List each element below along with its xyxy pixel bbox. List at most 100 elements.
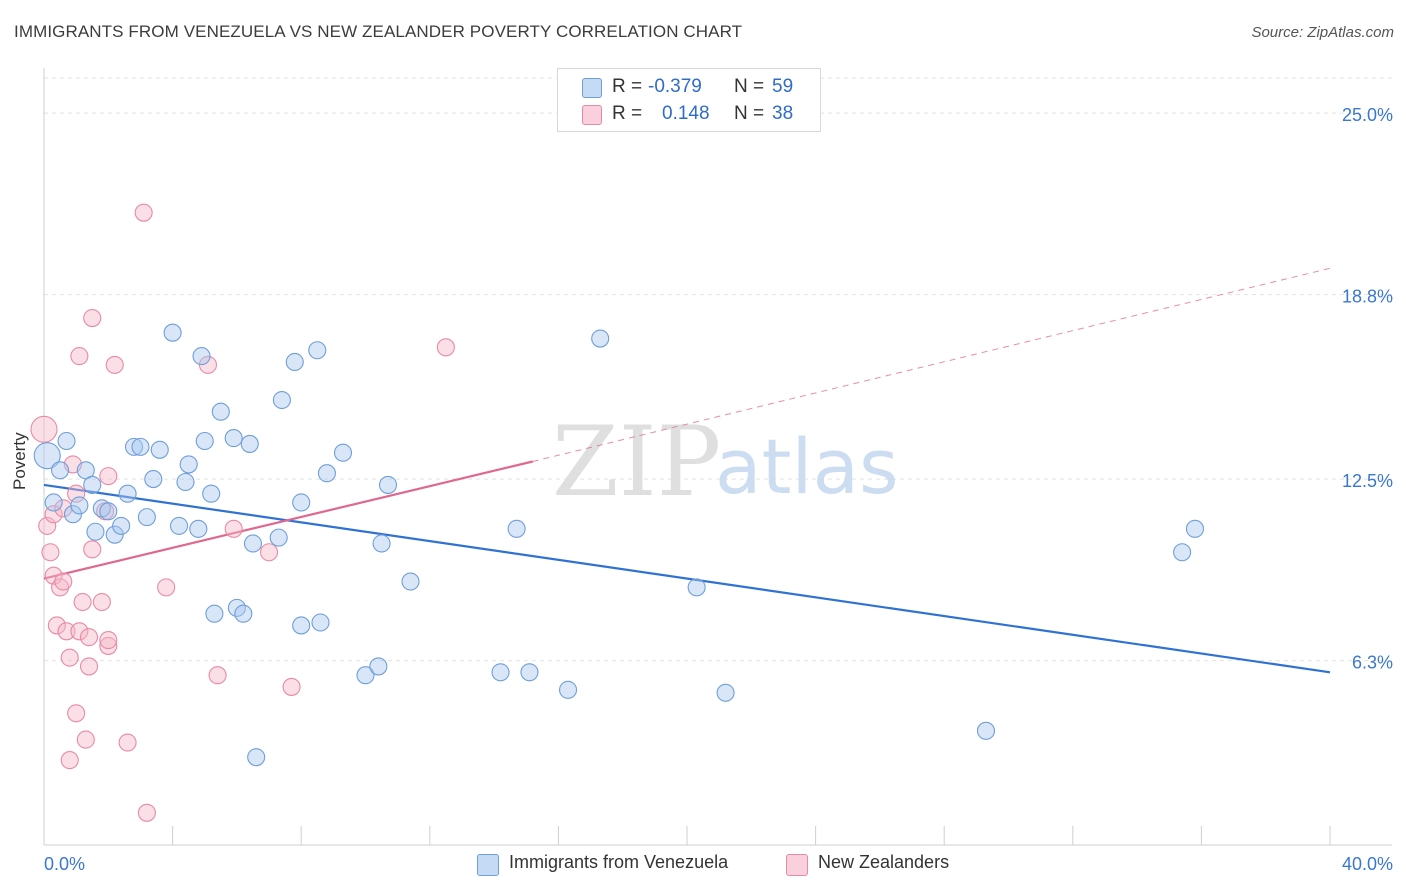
newzealanders-point [79, 628, 99, 647]
n-value: 59 [772, 76, 794, 97]
venezuela-point [195, 431, 214, 451]
y-tick-label: 12.5% [1342, 471, 1393, 491]
venezuela-point [976, 721, 996, 740]
newzealanders-point [99, 636, 118, 655]
gridlines [44, 77, 1392, 662]
newzealanders-point [83, 309, 102, 328]
venezuela-point [44, 493, 63, 512]
newzealanders-swatch [582, 105, 602, 125]
venezuela-point [491, 663, 510, 682]
venezuela-point [292, 493, 311, 512]
n-label: N = [734, 103, 765, 124]
r-label: R = [612, 103, 643, 124]
venezuela-point [224, 429, 243, 448]
venezuela-point [112, 516, 131, 535]
newzealanders-point [70, 622, 89, 641]
n-label: N = [734, 76, 765, 97]
n-value: 38 [772, 103, 794, 124]
venezuela-point [240, 434, 259, 453]
newzealanders-point [67, 704, 86, 723]
newzealanders-point [70, 347, 89, 366]
venezuela-point [211, 402, 230, 421]
venezuela-point [33, 442, 61, 470]
venezuela-point [1173, 543, 1192, 562]
legend-swatch-venezuela [477, 854, 499, 876]
venezuela-point [401, 572, 420, 591]
chart-title: IMMIGRANTS FROM VENEZUELA VS NEW ZEALAND… [14, 22, 743, 41]
venezuela-point [285, 352, 304, 372]
tick-labels: 6.3% 12.5% 18.8% 25.0% 0.0% 40.0% [44, 105, 1393, 874]
venezuela-point [272, 390, 291, 410]
venezuela-point [118, 484, 137, 503]
venezuela-point [192, 347, 211, 366]
venezuela-point [83, 475, 102, 494]
venezuela-point [333, 443, 353, 462]
newzealanders-point [30, 415, 58, 443]
newzealanders-point [57, 622, 76, 641]
source-label: Source: ZipAtlas.com [1251, 24, 1394, 41]
venezuela-point [176, 472, 195, 492]
newzealanders-point [259, 543, 279, 562]
legend-label-venezuela: Immigrants from Venezuela [509, 852, 729, 872]
venezuela-point [234, 604, 253, 623]
venezuela-point [243, 534, 263, 553]
venezuela-point [189, 519, 208, 538]
venezuela-point [70, 496, 89, 515]
venezuela-point [372, 534, 391, 553]
r-value: -0.379 [648, 76, 702, 97]
venezuela-point [57, 431, 76, 451]
venezuela-point [292, 616, 311, 635]
stats-legend: R = -0.379 N = 59 R = 0.148 N = 38 [557, 68, 821, 132]
venezuela-point [247, 748, 266, 767]
trend-line-newzealanders [43, 460, 533, 580]
newzealanders-point [105, 355, 124, 374]
newzealanders-point [51, 578, 70, 597]
venezuela-point [591, 329, 610, 348]
venezuela-point [131, 437, 150, 456]
venezuela-point [163, 323, 182, 342]
trend-extension-newzealanders [532, 267, 1331, 462]
venezuela-point [202, 484, 221, 503]
newzealanders-point [436, 338, 455, 357]
venezuela-point [369, 657, 388, 676]
newzealanders-point [60, 751, 79, 770]
newzealanders-point [134, 203, 153, 222]
newzealanders-point [99, 631, 118, 650]
venezuela-point [558, 680, 578, 699]
newzealanders-point [54, 572, 73, 591]
venezuela-point [520, 663, 539, 682]
y-tick-label: 6.3% [1352, 653, 1393, 673]
venezuela-point [687, 578, 706, 597]
venezuela-swatch [582, 78, 602, 98]
watermark-atlas: atlas [715, 422, 899, 511]
venezuela-point [51, 461, 70, 480]
venezuela-point [356, 666, 375, 685]
newzealanders-point [47, 616, 66, 635]
venezuela-point [308, 341, 327, 360]
newzealanders-point [157, 578, 176, 597]
newzealanders-point [282, 677, 301, 696]
newzealanders-point [67, 484, 86, 503]
venezuela-point [179, 455, 198, 474]
legend-label-newzealanders: New Zealanders [818, 852, 950, 872]
trend-lines [43, 267, 1331, 674]
venezuela-point [311, 613, 330, 632]
y-tick-label: 18.8% [1342, 287, 1393, 307]
venezuela-point [124, 437, 144, 456]
trend-line-venezuela [43, 483, 1331, 674]
x-tick-label-min: 0.0% [44, 854, 85, 874]
watermark-zip: ZIP [552, 406, 721, 518]
venezuela-point [137, 508, 156, 527]
newzealanders-point [60, 648, 79, 667]
r-label: R = [612, 76, 643, 97]
newzealanders-point [73, 592, 92, 612]
newzealanders-point [41, 543, 60, 562]
y-tick-label: 25.0% [1342, 105, 1393, 125]
venezuela-point [99, 502, 118, 521]
newzealanders-point [44, 566, 63, 585]
venezuela-point [1185, 519, 1205, 538]
newzealanders-point [224, 519, 243, 538]
newzealanders-point [137, 803, 156, 822]
venezuela-point [269, 528, 288, 547]
venezuela-point [169, 516, 189, 535]
